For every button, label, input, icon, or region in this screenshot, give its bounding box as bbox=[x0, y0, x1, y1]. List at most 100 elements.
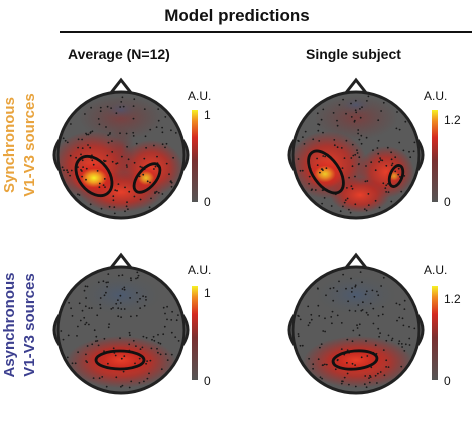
sensor-dot bbox=[387, 191, 390, 194]
sensor-dot bbox=[376, 290, 378, 293]
topo-panel-sync-single bbox=[287, 77, 425, 220]
sensor-dot bbox=[171, 310, 174, 313]
sensor-dot bbox=[66, 356, 69, 359]
sensor-dot bbox=[371, 289, 374, 292]
sensor-dot bbox=[152, 335, 155, 338]
sensor-dot bbox=[413, 141, 416, 144]
sensor-dot bbox=[170, 353, 173, 356]
sensor-dot bbox=[98, 377, 101, 380]
sensor-dot bbox=[361, 106, 363, 109]
sensor-dot bbox=[107, 326, 110, 329]
sensor-dot bbox=[84, 113, 86, 115]
sensor-dot bbox=[123, 286, 126, 289]
sensor-dot bbox=[130, 380, 133, 383]
sensor-dot bbox=[122, 105, 125, 108]
colorbar-gradient bbox=[192, 286, 198, 380]
sensor-dot bbox=[110, 308, 113, 310]
sensor-dot bbox=[174, 336, 177, 338]
sensor-dot bbox=[361, 309, 364, 311]
sensor-dot bbox=[365, 311, 368, 314]
sensor-dot bbox=[104, 186, 106, 189]
sensor-dot bbox=[360, 356, 363, 359]
sensor-dot bbox=[390, 200, 393, 203]
sensor-dot bbox=[148, 206, 151, 209]
sensor-dot bbox=[90, 307, 93, 309]
sensor-dot bbox=[354, 109, 357, 112]
sensor-dot bbox=[144, 296, 147, 298]
sensor-dot bbox=[359, 108, 361, 110]
sensor-dot bbox=[351, 362, 354, 365]
colorbar-gradient bbox=[432, 110, 438, 202]
sensor-dot bbox=[308, 182, 310, 185]
sensor-dot bbox=[62, 137, 65, 140]
sensor-dot bbox=[398, 340, 401, 343]
sensor-dot bbox=[381, 159, 384, 162]
sensor-dot bbox=[146, 180, 149, 183]
sensor-dot bbox=[320, 343, 323, 345]
sensor-dot bbox=[102, 280, 105, 283]
sensor-dot bbox=[350, 277, 352, 280]
sensor-dot bbox=[118, 274, 120, 277]
sensor-dot bbox=[145, 336, 148, 339]
sensor-dot bbox=[301, 169, 304, 172]
sensor-dot bbox=[129, 334, 131, 337]
sensor-dot bbox=[122, 370, 125, 373]
sensor-dot bbox=[85, 353, 87, 356]
sensor-dot bbox=[348, 309, 351, 312]
sensor-dot bbox=[395, 302, 398, 305]
sensor-dot bbox=[400, 343, 403, 345]
sensor-dot bbox=[317, 358, 320, 361]
sensor-dot bbox=[128, 331, 131, 334]
sensor-dot bbox=[385, 191, 387, 193]
sensor-dot bbox=[111, 151, 114, 153]
sensor-dot bbox=[82, 166, 84, 169]
nose-icon bbox=[108, 77, 134, 95]
sensor-dot bbox=[336, 314, 339, 317]
sensor-dot bbox=[297, 139, 300, 142]
title-rule bbox=[60, 31, 472, 33]
sensor-dot bbox=[318, 315, 321, 317]
cluster-outline-left bbox=[74, 154, 114, 198]
sensor-dot bbox=[99, 297, 102, 299]
sensor-dot bbox=[163, 325, 166, 328]
sensor-dot bbox=[310, 318, 313, 321]
sensor-dot bbox=[95, 335, 98, 338]
sensor-dot bbox=[77, 351, 79, 354]
figure-title: Model predictions bbox=[164, 6, 310, 25]
sensor-dot bbox=[143, 108, 146, 110]
sensor-dot bbox=[70, 307, 72, 310]
sensor-dot bbox=[85, 132, 87, 135]
colorbar-sync-single: A.U. 1.2 0 bbox=[424, 89, 461, 209]
sensor-dot bbox=[369, 376, 372, 378]
sensor-dot bbox=[139, 165, 142, 168]
sensor-dot bbox=[359, 271, 362, 273]
sensor-dot bbox=[398, 303, 401, 306]
sensor-dot bbox=[99, 303, 102, 306]
sensor-dot bbox=[302, 136, 304, 139]
sensor-dot bbox=[336, 119, 338, 122]
sensor-dot bbox=[127, 208, 129, 211]
sensor-dot bbox=[403, 175, 406, 177]
sensor-dot bbox=[361, 281, 363, 284]
sensor-dot bbox=[379, 159, 382, 161]
sensor-dot bbox=[297, 314, 300, 317]
sensor-dot bbox=[132, 339, 135, 342]
sensor-dot bbox=[387, 334, 390, 337]
sensor-dot bbox=[370, 161, 373, 164]
sensor-dot bbox=[346, 372, 349, 375]
sensor-dot bbox=[353, 295, 356, 298]
sensor-dot bbox=[107, 281, 109, 284]
sensor-dot bbox=[83, 289, 86, 292]
sensor-dot bbox=[384, 187, 387, 190]
colorbar-async-average: A.U. 1 0 bbox=[188, 263, 211, 388]
colorbar-gradient bbox=[432, 286, 438, 380]
sensor-dot bbox=[145, 362, 148, 365]
sensor-dot bbox=[308, 321, 311, 324]
sensor-dot bbox=[307, 305, 310, 308]
sensor-dot bbox=[385, 339, 388, 342]
sensor-dot bbox=[130, 279, 133, 282]
sensor-dot bbox=[349, 211, 352, 214]
sensor-dot bbox=[403, 308, 406, 310]
sensor-dot bbox=[85, 321, 88, 324]
colorbar-unit: A.U. bbox=[188, 263, 211, 277]
